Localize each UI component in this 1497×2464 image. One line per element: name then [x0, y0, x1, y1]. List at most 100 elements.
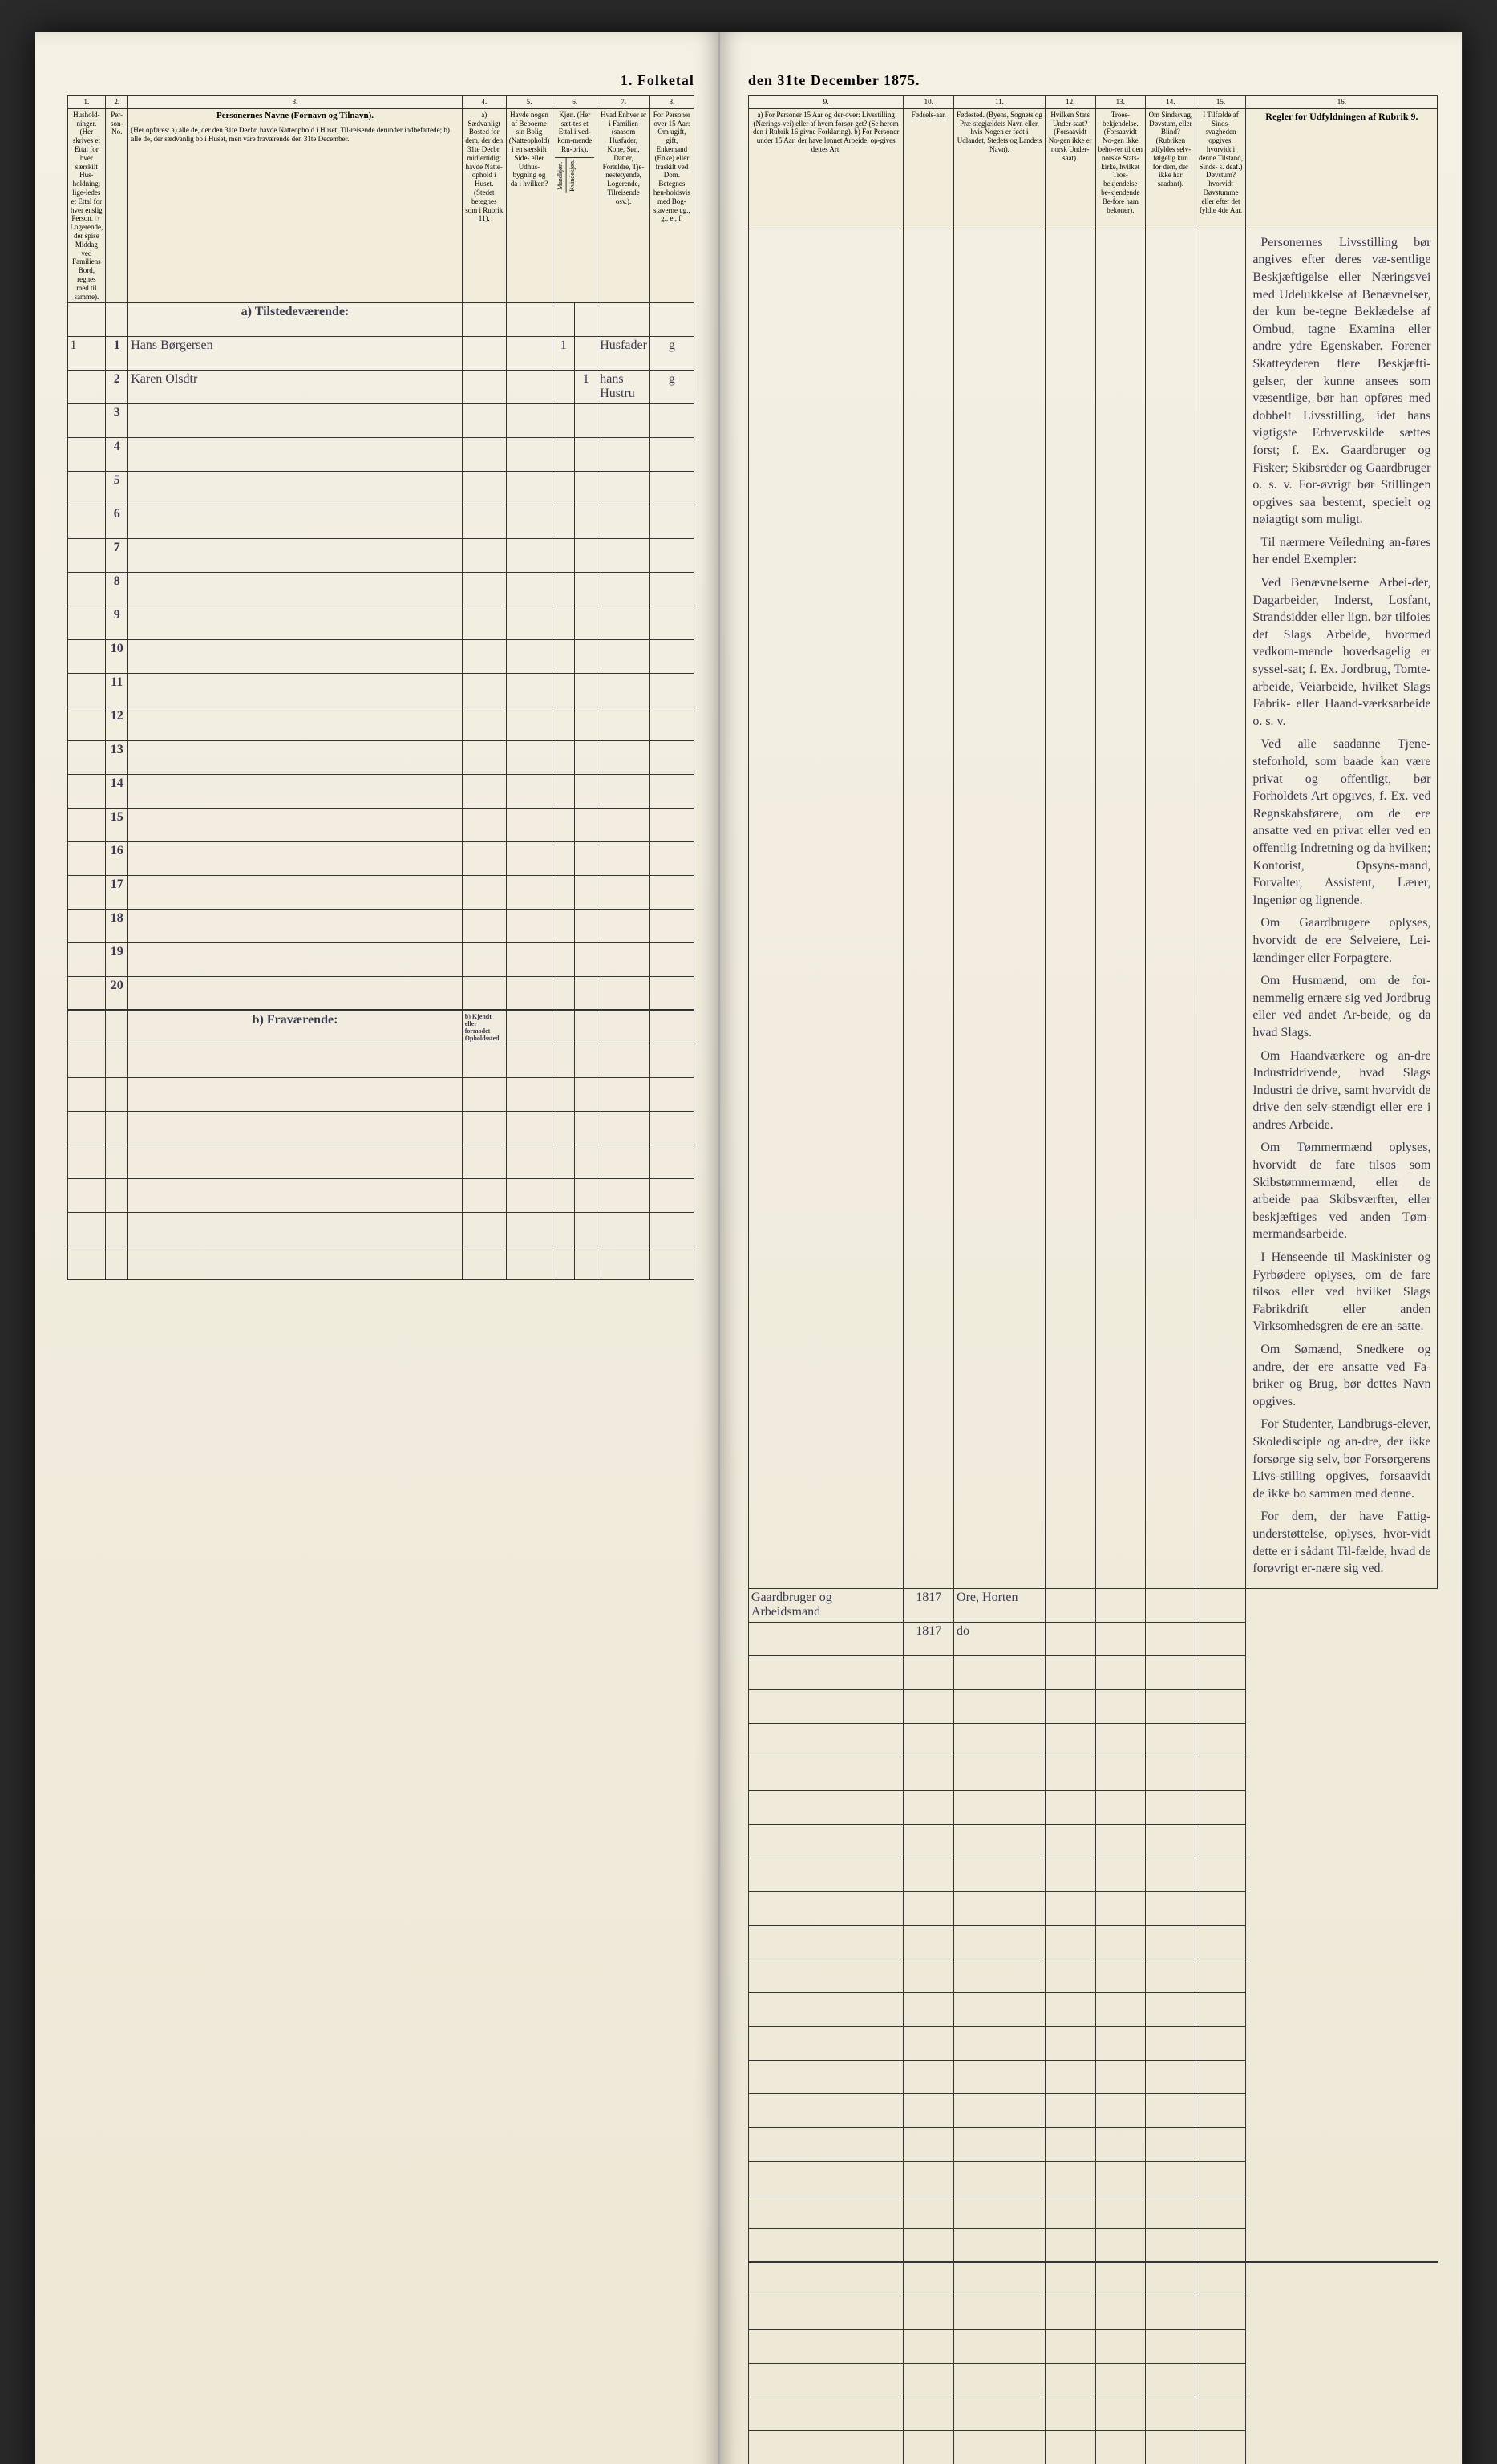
- section-b4: b) Kjendt eller formodet Opholdssted.: [462, 1011, 506, 1044]
- cell: [1146, 1689, 1196, 1723]
- cell: [506, 505, 552, 539]
- table-row: [748, 2228, 1438, 2262]
- cell: [1196, 1959, 1246, 1992]
- birthplace-cell: [954, 1824, 1046, 1858]
- table-row: 3: [67, 404, 694, 438]
- male-cell: [552, 472, 575, 505]
- female-cell: [575, 977, 597, 1011]
- cell: [1095, 1824, 1146, 1858]
- male-cell: [552, 741, 575, 775]
- header-cell: Hvilken Stats Under-saat? (Forsaavidt No…: [1045, 108, 1095, 229]
- cell: [1095, 1959, 1146, 1992]
- cell: [1196, 1992, 1246, 2026]
- cell: [67, 404, 106, 438]
- female-cell: [575, 910, 597, 943]
- cell: [67, 640, 106, 674]
- cell: [462, 505, 506, 539]
- male-cell: [552, 606, 575, 640]
- female-cell: [575, 404, 597, 438]
- table-row: 8: [67, 573, 694, 606]
- male-cell: 1: [552, 337, 575, 371]
- table-row: [748, 2296, 1438, 2329]
- rules-paragraph: Om Haandværkere og an-dre Industridriven…: [1252, 1048, 1430, 1134]
- name-cell: [128, 943, 463, 977]
- header-kjon: Kjøn. (Her sæt-tes et Ettal i ved-kom-me…: [555, 111, 594, 154]
- birthplace-cell: [954, 1891, 1046, 1925]
- family-cell: [597, 438, 650, 472]
- family-cell: [597, 539, 650, 573]
- row-number: 19: [106, 943, 128, 977]
- cell: [1095, 1992, 1146, 2026]
- table-row: 2 Karen Olsdtr 1 hans Hustru g: [67, 371, 694, 404]
- birthyear-cell: [904, 2194, 954, 2228]
- table-row: 7: [67, 539, 694, 573]
- cell: [506, 337, 552, 371]
- birthyear-cell: [904, 2093, 954, 2127]
- marital-cell: [649, 943, 694, 977]
- name-cell: Karen Olsdtr: [128, 371, 463, 404]
- table-row: [748, 1858, 1438, 1891]
- cell: [506, 842, 552, 876]
- header-cell: Personernes Navne (Fornavn og Tilnavn). …: [128, 108, 463, 303]
- col-num: 16.: [1246, 96, 1438, 109]
- header-cell: Regler for Udfyldningen af Rubrik 9.: [1246, 108, 1438, 229]
- birthyear-cell: [904, 2060, 954, 2093]
- table-row: [748, 2093, 1438, 2127]
- name-cell: [128, 674, 463, 707]
- occupation-cell: [748, 2060, 904, 2093]
- cell: [1196, 1891, 1246, 1925]
- occupation-cell: [748, 1824, 904, 1858]
- cell: [67, 539, 106, 573]
- family-cell: [597, 640, 650, 674]
- cell: [67, 472, 106, 505]
- cell: [1196, 2161, 1246, 2194]
- cell: [1045, 1656, 1095, 1689]
- family-cell: hans Hustru: [597, 371, 650, 404]
- col-num: 5.: [506, 96, 552, 109]
- family-cell: [597, 808, 650, 842]
- row-number: 1: [106, 337, 128, 371]
- occupation-cell: [748, 1858, 904, 1891]
- occupation-cell: [748, 1622, 904, 1656]
- header-sub: (Her opføres: a) alle de, der den 31te D…: [131, 126, 459, 144]
- table-row: [748, 1959, 1438, 1992]
- cell: [67, 910, 106, 943]
- row-number: 20: [106, 977, 128, 1011]
- table-row: 15: [67, 808, 694, 842]
- occupation-cell: [748, 1992, 904, 2026]
- row-number: 10: [106, 640, 128, 674]
- cell: [67, 573, 106, 606]
- name-cell: [128, 472, 463, 505]
- row-number: 4: [106, 438, 128, 472]
- table-row: 12: [67, 707, 694, 741]
- cell: [462, 910, 506, 943]
- cell: [1045, 1925, 1095, 1959]
- table-row: 14: [67, 775, 694, 808]
- table-row: [67, 1078, 694, 1112]
- name-cell: [128, 438, 463, 472]
- cell: [1196, 2026, 1246, 2060]
- male-cell: [552, 438, 575, 472]
- occupation-cell: [748, 2228, 904, 2262]
- cell: [1045, 2060, 1095, 2093]
- col-num: 8.: [649, 96, 694, 109]
- table-row: [748, 2363, 1438, 2397]
- right-page: den 31te December 1875. 9. 10. 11. 12. 1…: [720, 32, 1463, 2464]
- cell: [1095, 1622, 1146, 1656]
- cell: [1095, 2194, 1146, 2228]
- cell: [1196, 1588, 1246, 1622]
- cell: [462, 943, 506, 977]
- rules-paragraph: Om Gaardbrugere oplyses, hvorvidt de ere…: [1252, 914, 1430, 967]
- birthplace-cell: [954, 2127, 1046, 2161]
- cell: [1196, 1622, 1246, 1656]
- female-cell: [575, 505, 597, 539]
- occupation-cell: [748, 1757, 904, 1790]
- cell: [1045, 1689, 1095, 1723]
- birthplace-cell: [954, 1790, 1046, 1824]
- cell: [462, 573, 506, 606]
- occupation-cell: [748, 1959, 904, 1992]
- header-cell: For Personer over 15 Aar: Om ugift, gift…: [649, 108, 694, 303]
- col-num: 12.: [1045, 96, 1095, 109]
- header-cell: Om Sindssvag, Døvstum, eller Blind? (Rub…: [1146, 108, 1196, 229]
- header-cell: Hvad Enhver er i Familien (saasom Husfad…: [597, 108, 650, 303]
